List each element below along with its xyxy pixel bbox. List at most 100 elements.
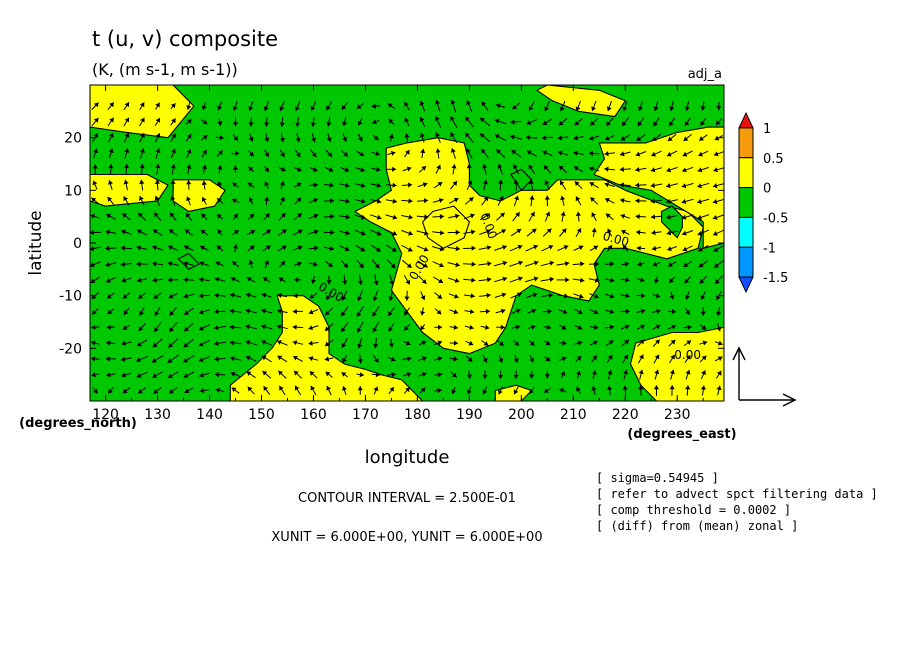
colorbar-bin: [738, 276, 754, 294]
wind-vector: [432, 246, 445, 252]
x-tick-label: 120: [92, 407, 119, 423]
note-line: [ (diff) from (mean) zonal ]: [596, 519, 798, 533]
wind-vector: [479, 213, 490, 221]
wind-vector: [449, 309, 459, 315]
wind-vector: [325, 260, 334, 268]
wind-vector: [588, 166, 600, 172]
wind-vector: [497, 370, 504, 379]
wind-vector: [201, 213, 208, 221]
wind-vector: [295, 116, 301, 127]
wind-vector: [419, 387, 426, 394]
wind-vector: [341, 290, 348, 301]
wind-vector: [650, 167, 663, 173]
wind-vector: [198, 356, 210, 362]
wind-vector: [214, 309, 226, 315]
wind-vector: [666, 198, 679, 204]
wind-vector: [186, 148, 192, 159]
wind-vector: [340, 260, 349, 269]
wind-vector: [278, 166, 286, 172]
wind-vector: [278, 385, 286, 396]
wind-vector: [294, 385, 302, 396]
wind-vector: [170, 118, 177, 126]
wind-vector: [685, 385, 691, 396]
wind-vector: [370, 229, 382, 236]
wind-vector: [90, 261, 101, 268]
wind-vector: [635, 167, 647, 173]
colorbar-tick-label: 1: [763, 122, 771, 137]
wind-vector: [404, 149, 410, 158]
wind-vector: [510, 134, 523, 140]
wind-vector: [214, 372, 226, 378]
wind-vector: [324, 339, 334, 347]
wind-vector: [121, 372, 132, 378]
wind-vector: [451, 386, 457, 395]
x-tick-label: 170: [352, 407, 379, 423]
wind-vector: [198, 277, 210, 283]
wind-vector: [167, 354, 179, 364]
wind-vector: [91, 324, 100, 330]
wind-vector: [105, 356, 116, 362]
wind-vector: [667, 261, 677, 267]
wind-vector: [248, 101, 254, 112]
wind-vector: [542, 118, 553, 126]
wind-vector: [557, 135, 569, 141]
wind-vector: [464, 196, 474, 205]
wind-vector: [153, 292, 162, 300]
wind-vector: [529, 370, 535, 379]
wind-vector: [245, 340, 257, 346]
wind-vector: [170, 102, 176, 110]
wind-vector: [107, 308, 115, 315]
wind-vector: [668, 276, 676, 284]
wind-vector: [370, 198, 382, 204]
wind-vector: [542, 150, 553, 157]
wind-vector: [356, 321, 364, 333]
wind-vector: [341, 338, 348, 348]
wind-vector: [136, 277, 148, 283]
wind-vector: [560, 195, 566, 207]
wind-vector: [277, 292, 288, 298]
wind-vector: [388, 133, 394, 142]
wind-vector: [246, 371, 256, 379]
wind-vector: [308, 213, 319, 220]
wind-vector: [605, 324, 615, 330]
wind-vector: [233, 244, 238, 253]
wind-vector: [371, 372, 381, 378]
wind-vector: [279, 116, 285, 127]
x-unit-label: (degrees_east): [627, 427, 736, 442]
positive-region: [354, 137, 704, 355]
wind-vector: [123, 102, 130, 111]
wind-vector: [403, 307, 411, 316]
wind-vector: [463, 229, 476, 235]
wind-vector: [466, 100, 473, 112]
chart-title: t (u, v) composite: [92, 27, 278, 51]
x-tick-label: 160: [300, 407, 327, 423]
wind-vector: [669, 369, 675, 380]
wind-vector: [575, 196, 582, 206]
wind-vector: [510, 228, 522, 237]
wind-vector: [447, 229, 460, 235]
wind-vector: [419, 100, 426, 112]
wind-vector: [575, 211, 581, 222]
wind-vector: [466, 180, 473, 191]
wind-vector: [262, 276, 271, 283]
wind-vector: [494, 292, 507, 298]
wind-vector: [340, 306, 349, 317]
wind-vector: [418, 356, 427, 362]
wind-vector: [697, 229, 709, 236]
wind-vector: [544, 370, 550, 379]
wind-vector: [371, 103, 381, 109]
wind-vector: [152, 338, 163, 348]
wind-vector: [526, 228, 537, 237]
wind-vector: [277, 370, 287, 379]
wind-vector: [528, 211, 535, 222]
wind-vector: [264, 133, 270, 143]
wind-vector: [342, 385, 347, 396]
wind-vector: [324, 307, 334, 316]
wind-vector: [373, 337, 379, 349]
wind-vector: [652, 117, 660, 127]
wind-vector: [464, 309, 475, 315]
wind-vectors: [90, 99, 724, 396]
wind-vector: [200, 134, 208, 141]
wind-vector: [482, 354, 488, 363]
wind-vector: [199, 261, 210, 267]
